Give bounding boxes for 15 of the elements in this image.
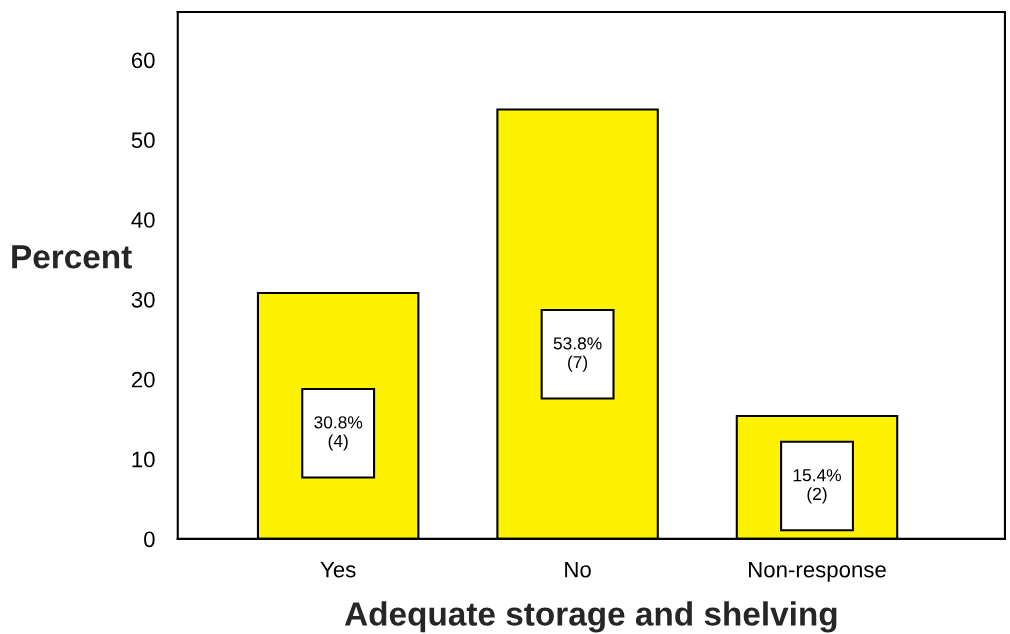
x-tick-label: Yes <box>320 561 356 578</box>
x-tick-label: No <box>565 561 591 578</box>
data-label: 15.4% (2) <box>793 469 841 504</box>
data-label: 30.8% (4) <box>314 416 363 451</box>
y-tick-label: 60 <box>131 52 155 69</box>
x-axis-title: Adequate storage and shelving <box>344 601 837 633</box>
y-tick-label: 10 <box>132 451 155 468</box>
y-tick-label: 20 <box>131 371 155 388</box>
x-tick-label: Non-response <box>749 561 886 582</box>
y-tick-label: 50 <box>131 132 155 149</box>
y-axis-title: Percent <box>12 245 132 269</box>
y-tick-label: 0 <box>144 531 155 548</box>
y-tick-label: 30 <box>131 291 155 308</box>
data-label: 53.8% (7) <box>553 337 602 372</box>
y-tick-label: 40 <box>131 212 155 228</box>
